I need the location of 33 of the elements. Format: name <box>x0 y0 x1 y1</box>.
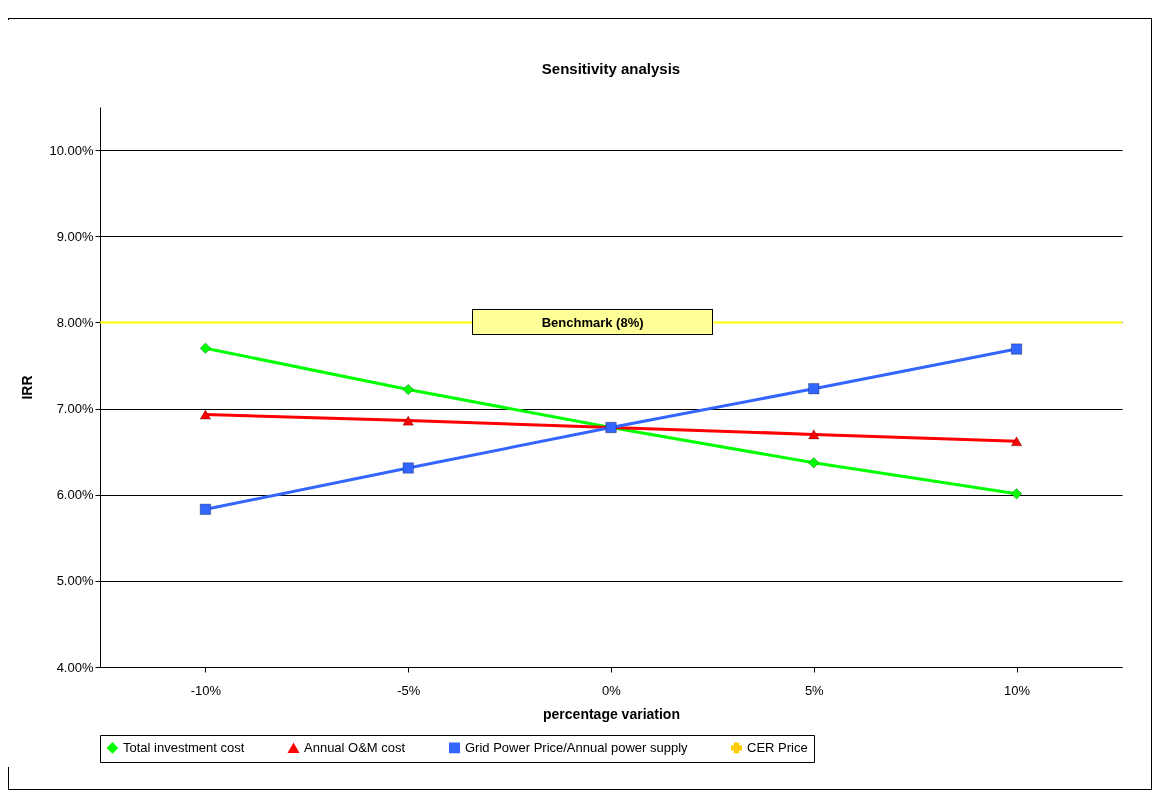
x-tick-label: -5% <box>397 682 421 698</box>
y-tick-label: 7.00% <box>56 401 94 417</box>
y-tick-label: 10.00% <box>49 142 94 158</box>
legend-label: Grid Power Price/Annual power supply <box>465 739 689 755</box>
point <box>1011 488 1022 500</box>
y-tick-label: 6.00% <box>56 487 94 503</box>
y-tick-label: 5.00% <box>56 573 94 589</box>
point <box>808 383 820 395</box>
legend-label: CER Price <box>747 739 808 755</box>
x-tick-label: 10% <box>1004 682 1031 698</box>
point <box>1011 436 1022 446</box>
label-box: Benchmark (8%) <box>472 309 714 336</box>
point <box>402 462 414 474</box>
point <box>1011 343 1022 355</box>
y-axis-title: IRR <box>19 375 36 400</box>
point <box>402 384 414 395</box>
point <box>402 415 414 426</box>
x-tick-label: 5% <box>804 682 825 698</box>
point <box>200 503 211 515</box>
legend-label: Total investment cost <box>123 739 245 755</box>
x-tick-label: 0% <box>602 682 622 698</box>
x-tick-label: -10% <box>190 682 222 698</box>
point <box>808 429 820 440</box>
x-axis-title: percentage variation <box>543 705 680 722</box>
y-tick-label: 9.00% <box>56 228 94 244</box>
point <box>200 342 211 354</box>
point <box>200 409 211 420</box>
legend-label: Annual O&M cost <box>304 740 406 756</box>
ref-line-label: Benchmark (8%) <box>541 314 644 330</box>
point <box>808 457 820 469</box>
y-tick-label: 4.00% <box>56 659 94 675</box>
chart-title: Sensitivity analysis <box>541 60 681 77</box>
y-tick-label: 8.00% <box>56 314 94 330</box>
